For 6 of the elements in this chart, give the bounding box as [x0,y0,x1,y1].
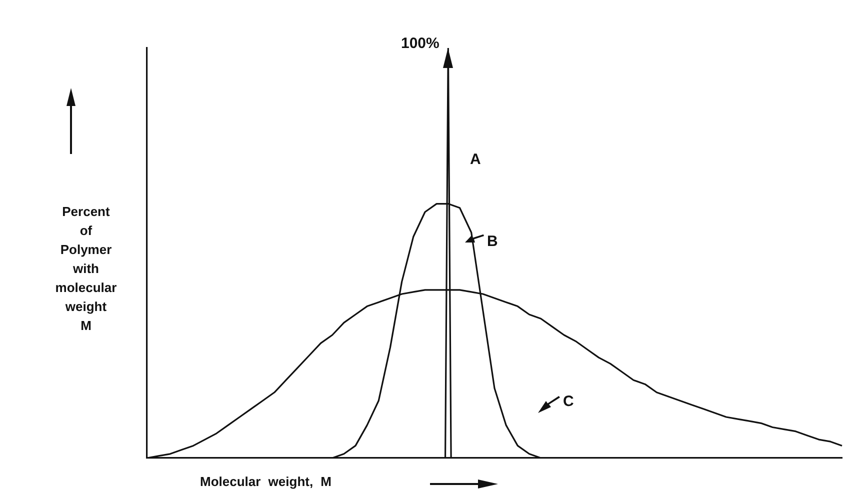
x-axis-title: Molecular weight, M [200,474,332,489]
y-axis-title: Percent of Polymer with molecular weight M [54,203,118,335]
annotation: B [487,233,498,250]
annotation: 100% [401,35,440,52]
annotation: C [563,393,574,410]
annotation: A [470,151,481,168]
